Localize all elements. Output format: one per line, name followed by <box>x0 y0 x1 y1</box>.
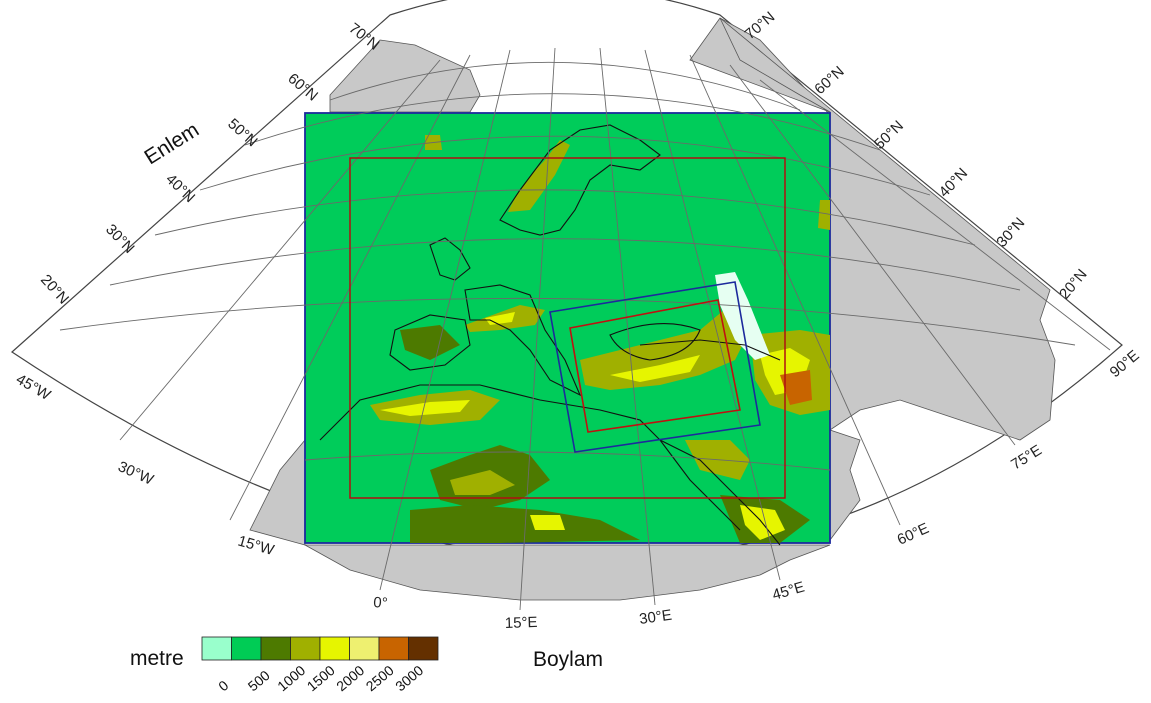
lat-label: 40°N <box>936 165 972 201</box>
legend-tick-label: 3000 <box>392 662 426 694</box>
lat-label: 50°N <box>871 117 907 153</box>
legend-title: metre <box>130 647 184 670</box>
legend-swatch <box>201 636 232 661</box>
lon-label: 60°E <box>895 520 932 549</box>
lon-label: 0° <box>373 594 388 612</box>
lon-label: 30°W <box>115 458 156 489</box>
legend-tick-label: 500 <box>245 667 273 694</box>
land-outside-domain <box>249 17 1056 601</box>
legend-tick-label: 0 <box>215 677 231 694</box>
legend-swatch <box>260 636 291 661</box>
graticule-meridians <box>119 47 1111 611</box>
legend-swatch <box>408 636 439 661</box>
x-axis-title: Boylam <box>533 648 603 671</box>
lon-label: 15°E <box>505 614 538 632</box>
lat-label: 30°N <box>993 214 1028 250</box>
nested-domain-outer <box>549 281 761 453</box>
legend-swatch <box>349 636 380 661</box>
lon-label: 75°E <box>1008 442 1045 474</box>
graticule-parallels <box>59 61 1076 471</box>
lat-label: 60°N <box>811 63 847 98</box>
lat-label: 20°N <box>1056 266 1091 303</box>
inner-domain <box>349 157 786 499</box>
lat-label: 20°N <box>37 271 72 307</box>
legend-tick-label: 1000 <box>274 662 308 694</box>
legend-tick-label: 2500 <box>363 662 397 694</box>
lon-label: 15°W <box>236 533 277 560</box>
legend-swatch <box>231 636 262 661</box>
legend-swatch <box>378 636 409 661</box>
legend-swatch <box>319 636 350 661</box>
legend-swatch <box>290 636 321 661</box>
legend-tick-label: 2000 <box>333 662 367 694</box>
legend-tick-label: 1500 <box>304 662 338 694</box>
lat-label: 70°N <box>742 8 779 43</box>
nested-domain-inner <box>569 299 741 433</box>
legend-swatches <box>201 636 439 661</box>
lon-label: 30°E <box>638 607 673 628</box>
coastlines <box>319 124 781 546</box>
lon-label: 45°E <box>770 578 806 603</box>
y-axis-title: Enlem <box>140 118 203 169</box>
